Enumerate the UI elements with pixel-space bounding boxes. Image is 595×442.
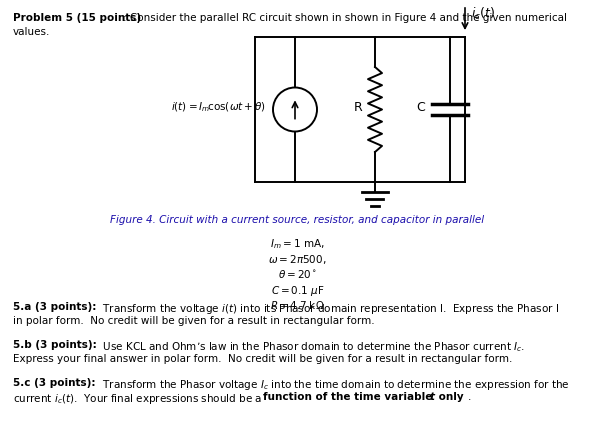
Text: 5.b (3 points):: 5.b (3 points): (13, 340, 97, 350)
Text: $i(t) = I_m\!\cos(\omega t + \theta)$: $i(t) = I_m\!\cos(\omega t + \theta)$ (171, 101, 266, 114)
Text: Express your final answer in polar form.  No credit will be given for a result i: Express your final answer in polar form.… (13, 354, 512, 365)
Text: $I_m = 1$ mA,: $I_m = 1$ mA, (270, 237, 325, 251)
Text: R: R (354, 101, 363, 114)
Text: C: C (416, 101, 425, 114)
Text: Use KCL and Ohm’s law in the Phasor domain to determine the Phasor current $I_c$: Use KCL and Ohm’s law in the Phasor doma… (96, 340, 525, 354)
Text: $R = 4.7$ k$\Omega$: $R = 4.7$ k$\Omega$ (270, 299, 325, 311)
Text: $C = 0.1\ \mu$F: $C = 0.1\ \mu$F (271, 283, 324, 297)
Text: values.: values. (13, 27, 51, 38)
Text: : Consider the parallel RC circuit shown in shown in Figure 4 and the given nume: : Consider the parallel RC circuit shown… (123, 13, 567, 23)
Text: .: . (468, 392, 471, 403)
Text: only: only (436, 392, 464, 403)
Text: 5.a (3 points):: 5.a (3 points): (13, 302, 96, 312)
Text: Transform the Phasor voltage $I_c$ into the time domain to determine the express: Transform the Phasor voltage $I_c$ into … (96, 378, 570, 392)
Text: $\theta = 20^\circ$: $\theta = 20^\circ$ (278, 268, 317, 280)
Text: function of the time variable: function of the time variable (263, 392, 436, 403)
Text: $\omega = 2\pi500,$: $\omega = 2\pi500,$ (268, 252, 327, 266)
Text: 5.c (3 points):: 5.c (3 points): (13, 378, 96, 388)
Text: t: t (430, 392, 435, 403)
Text: Figure 4. Circuit with a current source, resistor, and capacitor in parallel: Figure 4. Circuit with a current source,… (111, 215, 484, 225)
Text: in polar form.  No credit will be given for a result in rectangular form.: in polar form. No credit will be given f… (13, 316, 375, 327)
Text: $i_c(t)$: $i_c(t)$ (471, 6, 495, 22)
Text: current $i_c(t)$.  Your final expressions should be a: current $i_c(t)$. Your final expressions… (13, 392, 263, 407)
Text: Problem 5 (15 points): Problem 5 (15 points) (13, 13, 141, 23)
Text: Transform the voltage $i(t)$ into its Phasor domain representation I.  Express t: Transform the voltage $i(t)$ into its Ph… (96, 302, 559, 316)
